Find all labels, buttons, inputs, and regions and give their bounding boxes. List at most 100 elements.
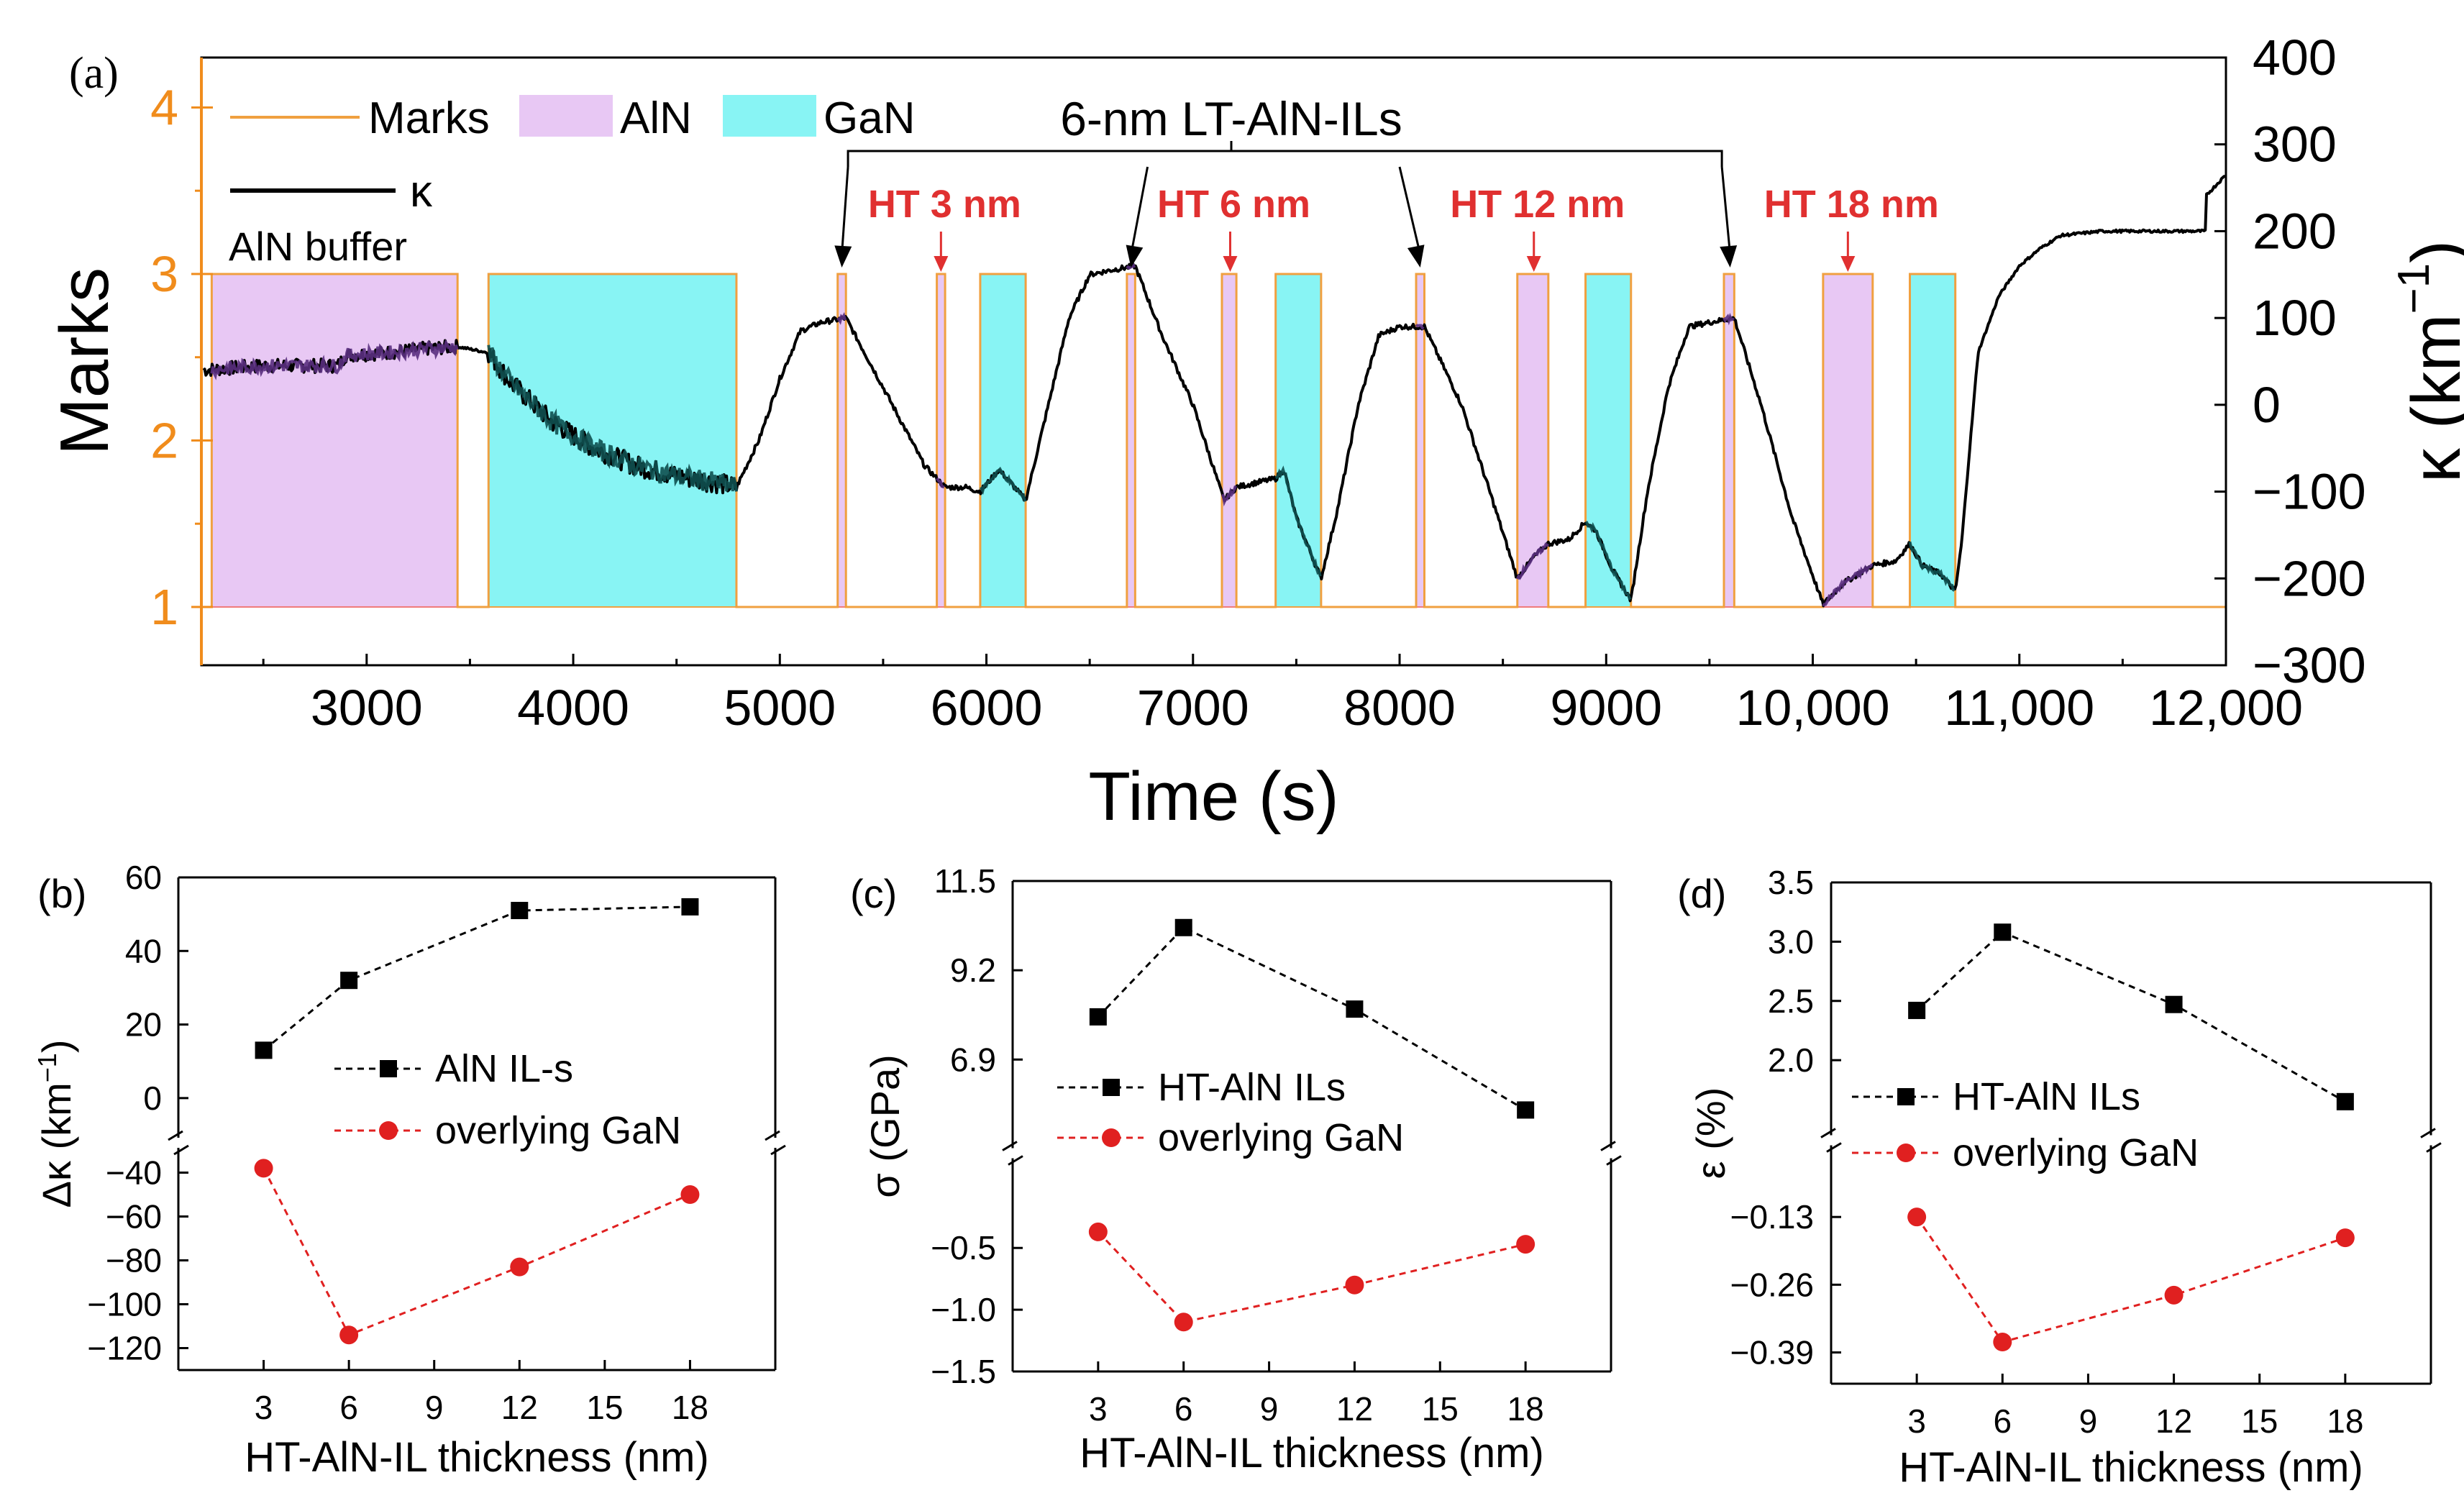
legend-swatch-gan bbox=[723, 95, 816, 137]
kappa-axis-title-close: ) bbox=[2398, 240, 2464, 263]
kappa-segment-aln bbox=[1722, 312, 1735, 326]
x-tick-label: 18 bbox=[2327, 1402, 2363, 1440]
annotation-ht-4: HT 18 nm bbox=[1764, 183, 1939, 226]
bracket-arrow-line bbox=[1720, 166, 1732, 255]
axis-break-mark bbox=[770, 1144, 786, 1156]
kappa-tick-label: 300 bbox=[2253, 117, 2337, 173]
legend-label: AlN IL-s bbox=[435, 1047, 573, 1090]
data-point-square bbox=[511, 902, 529, 920]
data-point-square bbox=[1174, 918, 1192, 936]
kappa-segment-gan bbox=[1274, 465, 1322, 577]
axis-break-mark bbox=[1826, 1142, 1842, 1153]
x-tick-label: 11,000 bbox=[1944, 680, 2094, 736]
kappa-tick-label: 400 bbox=[2253, 29, 2337, 86]
y-tick-label-upper: 6.9 bbox=[950, 1041, 996, 1078]
y-tick-label-lower: −0.26 bbox=[1730, 1266, 1814, 1303]
legend-label: overlying GaN bbox=[1158, 1116, 1404, 1159]
y-axis-title-main: σ (GPa) bbox=[862, 1054, 908, 1197]
y-tick-label-lower: −80 bbox=[106, 1242, 162, 1279]
y-tick-label-lower: −100 bbox=[87, 1286, 162, 1323]
x-tick-label: 6000 bbox=[931, 680, 1043, 736]
x-tick-label: 12 bbox=[2155, 1402, 2192, 1440]
y-axis-title-main: Δκ (km bbox=[34, 1082, 79, 1208]
kappa-tick-label: 0 bbox=[2253, 377, 2281, 433]
legend-marker bbox=[1897, 1143, 1915, 1162]
marks-block-gan bbox=[1584, 273, 1632, 608]
kappa-axis-title-main: κ (km bbox=[2398, 314, 2464, 483]
data-point-square bbox=[2165, 995, 2183, 1013]
x-tick-label: 3 bbox=[1907, 1402, 1926, 1440]
panel-a-legend: Marks AlN GaN κ bbox=[230, 93, 915, 216]
y-tick-label-lower: −1.5 bbox=[931, 1353, 996, 1390]
x-tick-label: 6 bbox=[1993, 1402, 2012, 1440]
annotation-ht-1: HT 3 nm bbox=[868, 183, 1021, 226]
axis-break-mark bbox=[1820, 1128, 1836, 1138]
marks-tick-label: 3 bbox=[150, 246, 178, 302]
x-tick-label: 9 bbox=[2079, 1402, 2098, 1440]
marks-block-aln bbox=[1220, 273, 1238, 608]
data-point-square bbox=[1089, 1008, 1107, 1026]
panel-b-legend: AlN IL-s overlying GaN bbox=[334, 1047, 681, 1152]
x-tick-label: 6 bbox=[339, 1389, 358, 1426]
legend-label: HT-AlN ILs bbox=[1158, 1066, 1346, 1109]
kappa-segment-gan bbox=[979, 466, 1026, 502]
data-point-circle bbox=[1345, 1275, 1364, 1295]
annotation-ht-arrow-head bbox=[934, 256, 949, 272]
marks-axis-title: Marks bbox=[46, 268, 123, 455]
kappa-axis-title: κ (km−1) bbox=[2389, 240, 2464, 483]
x-tick-label: 10,000 bbox=[1735, 680, 1889, 736]
annotation-ht-arrow-head bbox=[1840, 256, 1856, 272]
kappa-segment-aln bbox=[210, 339, 459, 380]
annotation-aln-buffer: AlN buffer bbox=[229, 224, 407, 269]
panel-label-a: (a) bbox=[69, 49, 119, 98]
series-line bbox=[1097, 926, 1526, 1111]
x-tick-label: 4000 bbox=[517, 680, 629, 736]
axis-break-mark bbox=[765, 1130, 780, 1141]
x-tick-label: 3 bbox=[1089, 1390, 1108, 1428]
kappa-segment-gan bbox=[1585, 521, 1632, 601]
marks-block-gan bbox=[1909, 273, 1956, 608]
bracket-arrow-line bbox=[1130, 166, 1149, 255]
legend-label-gan: GaN bbox=[823, 93, 915, 143]
panel-label-d: (d) bbox=[1677, 871, 1726, 916]
kappa-tick-label: −300 bbox=[2253, 637, 2366, 693]
data-point-circle bbox=[1907, 1208, 1927, 1227]
x-tick-label: 9000 bbox=[1550, 680, 1662, 736]
kappa-axis-title-sup: −1 bbox=[2389, 263, 2439, 314]
y-tick-label-upper: 3.0 bbox=[1768, 923, 1814, 960]
x-tick-label: 15 bbox=[2241, 1402, 2278, 1440]
x-tick-label: 18 bbox=[672, 1389, 708, 1426]
marks-block-aln bbox=[1126, 273, 1136, 608]
panel-d-legend: HT-AlN ILs overlying GaN bbox=[1852, 1075, 2199, 1174]
legend-label-marks: Marks bbox=[368, 93, 490, 143]
legend-swatch-aln bbox=[519, 95, 613, 137]
kappa-segment-aln bbox=[1126, 262, 1136, 270]
y-tick-label-upper: 20 bbox=[125, 1006, 162, 1044]
data-point-circle bbox=[254, 1159, 273, 1178]
axis-break-mark bbox=[1600, 1141, 1616, 1151]
series-line bbox=[263, 1167, 691, 1337]
marks-block-aln bbox=[211, 273, 459, 608]
marks-block-gan bbox=[979, 273, 1027, 608]
series-line bbox=[263, 905, 690, 1051]
data-point-circle bbox=[1516, 1235, 1536, 1254]
data-point-square bbox=[681, 898, 699, 916]
y-axis-title: σ (GPa) bbox=[862, 1054, 908, 1197]
marks-tick-label: 4 bbox=[150, 79, 178, 135]
axis-break-mark bbox=[1002, 1141, 1018, 1151]
y-tick-label-upper: 11.5 bbox=[934, 862, 996, 900]
data-point-circle bbox=[2164, 1285, 2184, 1305]
data-point-square bbox=[255, 1041, 273, 1059]
kappa-segment-gan bbox=[1908, 541, 1956, 592]
marks-block-aln bbox=[936, 273, 946, 608]
data-point-circle bbox=[339, 1325, 359, 1345]
data-point-circle bbox=[1174, 1313, 1193, 1332]
data-point-square bbox=[2336, 1092, 2354, 1110]
data-point-circle bbox=[1088, 1222, 1108, 1241]
y-tick-label-lower: −0.13 bbox=[1730, 1198, 1814, 1236]
y-axis-title: Δκ (km−1) bbox=[32, 1040, 79, 1208]
data-point-circle bbox=[680, 1185, 700, 1204]
x-axis-title: HT-AlN-IL thickness (nm) bbox=[1080, 1430, 1544, 1476]
